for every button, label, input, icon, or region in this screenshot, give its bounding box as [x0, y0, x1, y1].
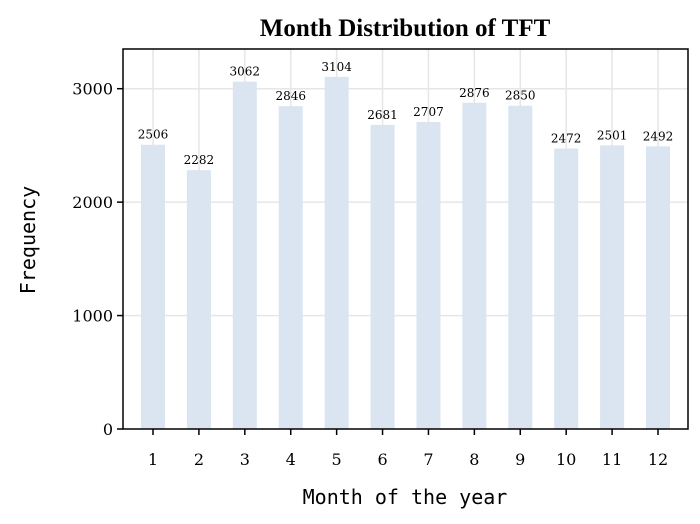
bar-month-8	[462, 102, 487, 430]
x-tick-label: 7	[423, 450, 433, 469]
x-tick-label: 12	[648, 450, 668, 469]
x-tick-label: 3	[240, 450, 250, 469]
data-label-month-11: 2501	[597, 128, 628, 142]
y-tick-label: 3000	[72, 80, 113, 99]
y-tick-label: 0	[103, 420, 113, 439]
y-tick-label: 1000	[72, 307, 113, 326]
bar-month-11	[600, 145, 625, 429]
y-axis-label: Frequency	[16, 186, 40, 294]
bar-month-3	[232, 81, 257, 430]
x-tick-label: 9	[515, 450, 525, 469]
bar-month-5	[324, 76, 349, 429]
bars	[141, 76, 670, 430]
data-label-month-7: 2707	[413, 105, 444, 119]
data-label-month-9: 2850	[505, 89, 536, 103]
data-label-month-10: 2472	[551, 132, 582, 146]
y-tick-label: 2000	[72, 193, 113, 212]
data-label-month-6: 2681	[367, 108, 398, 122]
x-tick-label: 6	[377, 450, 387, 469]
bar-month-4	[278, 106, 303, 429]
y-axis: 0 1000 2000 3000	[72, 80, 123, 439]
x-axis: 1 2 3 4 5 6 7 8 9 10 11 12	[148, 429, 668, 469]
bar-month-9	[508, 105, 533, 429]
x-tick-label: 10	[556, 450, 576, 469]
bar-month-7	[416, 121, 441, 429]
x-tick-label: 2	[194, 450, 204, 469]
x-tick-label: 11	[602, 450, 622, 469]
x-tick-label: 4	[286, 450, 296, 469]
bar-month-6	[370, 124, 395, 429]
bar-month-12	[646, 146, 670, 429]
x-tick-label: 1	[148, 450, 158, 469]
data-label-month-1: 2506	[138, 128, 169, 142]
bar-month-1	[141, 144, 165, 430]
data-label-month-3: 3062	[230, 65, 261, 79]
data-labels: 2506 2282 3062 2846 3104 2681 2707 2876 2850 2472…	[138, 60, 674, 167]
data-label-month-4: 2846	[275, 89, 306, 103]
data-label-month-5: 3104	[321, 60, 352, 74]
data-label-month-8: 2876	[459, 86, 490, 100]
data-label-month-12: 2492	[643, 129, 674, 143]
x-axis-label: Month of the year	[303, 485, 508, 509]
data-label-month-2: 2282	[184, 153, 215, 167]
plot-frame	[122, 48, 689, 430]
chart-title: Month Distribution of TFT	[260, 15, 551, 42]
bar-month-10	[554, 148, 579, 429]
bar-month-2	[186, 170, 211, 429]
x-tick-label: 5	[332, 450, 342, 469]
x-tick-label: 8	[469, 450, 479, 469]
